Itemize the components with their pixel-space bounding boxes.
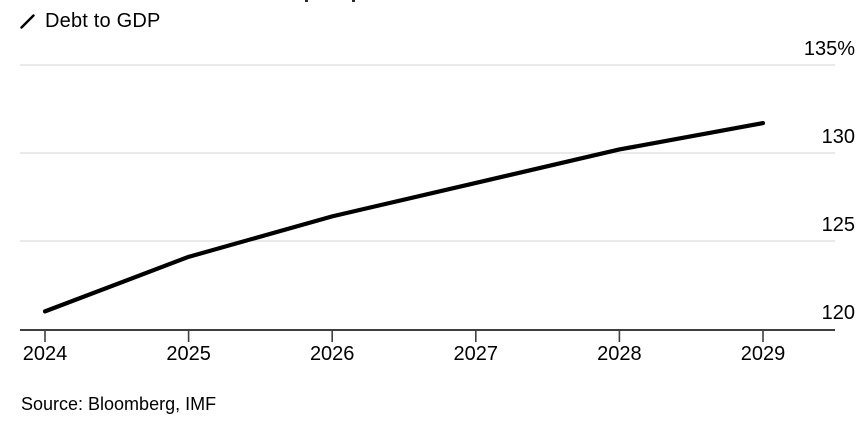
y-tick-label: 135% bbox=[803, 38, 855, 60]
x-tick-label: 2025 bbox=[166, 343, 211, 365]
cropped-text-fragment bbox=[352, 0, 355, 2]
y-tick-label: 125 bbox=[821, 214, 855, 236]
y-tick-label: 130 bbox=[821, 126, 855, 148]
x-tick-label: 2027 bbox=[453, 343, 499, 365]
debt-to-gdp-line bbox=[42, 120, 766, 314]
x-tick-label: 2024 bbox=[22, 343, 68, 365]
line-series-icon bbox=[20, 13, 35, 29]
legend: Debt to GDP bbox=[20, 10, 161, 32]
source-note: Source: Bloomberg, IMF bbox=[21, 394, 217, 414]
cropped-text-fragment bbox=[305, 0, 308, 2]
legend-label: Debt to GDP bbox=[45, 9, 161, 32]
x-tick-label: 2028 bbox=[597, 343, 642, 365]
x-tick-label: 2026 bbox=[309, 343, 355, 365]
x-tick-label: 2029 bbox=[740, 343, 786, 365]
y-tick-label: 120 bbox=[821, 302, 855, 324]
